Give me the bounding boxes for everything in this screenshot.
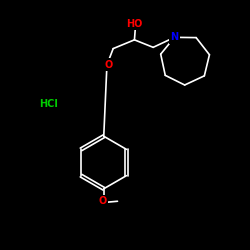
- Text: N: N: [170, 32, 178, 42]
- Text: HCl: HCl: [39, 99, 58, 109]
- Text: HO: HO: [126, 18, 142, 28]
- Text: O: O: [98, 196, 106, 206]
- Text: O: O: [104, 60, 112, 70]
